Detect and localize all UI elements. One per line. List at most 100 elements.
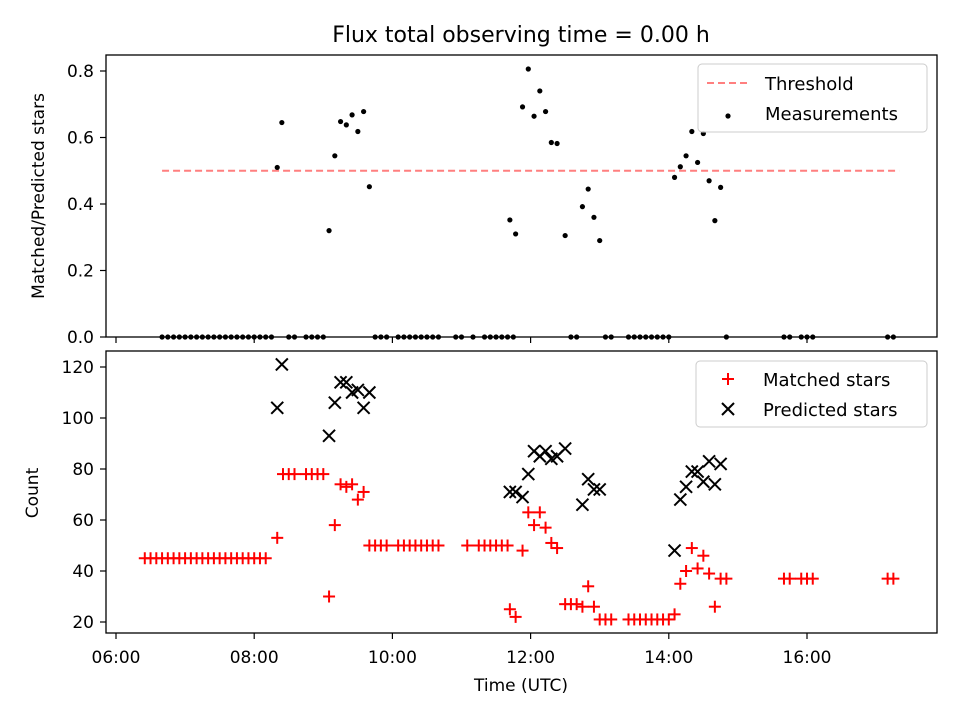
predicted-star-marker: [592, 482, 607, 497]
top-y-tick-label: 0.8: [67, 62, 94, 82]
matched-star-marker: [662, 613, 675, 626]
predicted-star-marker: [508, 485, 523, 499]
predicted-star-marker: [587, 482, 601, 497]
bottom-plot-area: [138, 357, 900, 626]
matched-star-marker: [703, 567, 716, 580]
matched-star-marker: [680, 565, 693, 577]
measurement-point: [683, 153, 689, 159]
predicted-star-marker: [322, 429, 336, 443]
matched-star-marker: [259, 552, 272, 565]
measurement-point: [525, 66, 531, 72]
measurement-point: [562, 232, 568, 239]
measurement-point: [554, 140, 560, 147]
measurement-point: [366, 184, 372, 190]
bottom-y-tick-label: 60: [72, 511, 94, 531]
predicted-star-marker: [558, 441, 572, 456]
top-legend: Threshold Measurements: [697, 63, 928, 133]
matched-star-marker: [720, 572, 733, 585]
bottom-y-tick-label: 40: [72, 562, 94, 582]
matched-star-marker: [334, 478, 347, 491]
matched-star-marker: [432, 539, 445, 552]
predicted-star-marker: [702, 454, 716, 469]
predicted-star-marker: [673, 492, 688, 507]
top-plot-area: [159, 66, 900, 340]
predicted-star-marker: [713, 457, 728, 471]
measurement-point: [718, 184, 724, 190]
matched-star-marker: [708, 600, 721, 613]
measurement-point: [694, 159, 701, 166]
x-axis-label: Time (UTC): [473, 676, 568, 696]
top-legend-box: [697, 63, 928, 133]
matched-star-marker: [539, 521, 552, 534]
top-y-tick-label: 0.2: [67, 262, 94, 282]
matched-star-marker: [340, 480, 353, 493]
predicted-star-marker: [356, 401, 371, 415]
matched-star-marker: [522, 506, 535, 519]
top-y-tick-label: 0.0: [67, 328, 94, 348]
matched-star-marker: [328, 519, 341, 532]
predicted-star-marker: [581, 472, 595, 486]
predicted-star-marker: [679, 480, 693, 494]
legend-measurements-label: Measurements: [765, 104, 898, 125]
matched-star-marker: [697, 549, 710, 562]
predicted-star-marker: [521, 467, 536, 481]
bottom-y-tick-label: 100: [62, 409, 94, 429]
matched-star-marker: [271, 531, 284, 544]
measurement-point: [579, 204, 586, 210]
bottom-y-tick-label: 80: [72, 460, 94, 480]
predicted-star-marker: [275, 357, 289, 372]
matched-star-marker: [783, 572, 796, 585]
predicted-star-marker: [362, 385, 377, 400]
measurement-point: [537, 88, 543, 94]
measurement-point: [531, 113, 537, 119]
measurement-point: [677, 164, 683, 170]
legend-threshold-label: Threshold: [764, 74, 854, 95]
matched-star-marker: [461, 539, 474, 552]
measurement-point: [519, 104, 526, 110]
bottom-y-axis-label: Count: [23, 467, 43, 518]
matched-star-marker: [691, 562, 704, 575]
bottom-y-tick-label: 120: [62, 358, 94, 378]
top-y-axis-label: Matched/Predicted stars: [29, 93, 49, 299]
matched-star-marker: [605, 613, 618, 626]
matched-legend-swatch: [722, 373, 734, 385]
matched-star-marker: [570, 598, 583, 611]
matched-star-marker: [317, 468, 330, 481]
matched-star-marker: [551, 542, 564, 555]
predicted-star-marker: [690, 464, 705, 479]
measurement-point: [513, 231, 519, 237]
matched-star-marker: [576, 600, 589, 613]
bottom-legend: Matched stars Predicted stars: [695, 360, 928, 428]
x-tick-label: 16:00: [783, 648, 832, 668]
legend-matched-label: Matched stars: [763, 370, 890, 391]
measurement-point: [349, 112, 355, 118]
predicted-star-marker: [333, 375, 348, 390]
measurement-point: [507, 217, 513, 223]
top-y-tick-label: 0.4: [67, 195, 94, 215]
matched-star-marker: [587, 600, 600, 613]
predicted-legend-swatch: [721, 402, 735, 416]
top-y-tick-label: 0.6: [67, 129, 94, 149]
predicted-star-marker: [515, 490, 530, 504]
measurements-legend-swatch: [725, 113, 731, 119]
matched-star-marker: [685, 542, 698, 555]
predicted-star-marker: [708, 477, 722, 492]
measurement-point: [279, 119, 285, 126]
bottom-plot-frame: [105, 350, 938, 634]
bottom-y-tick-label: 20: [72, 613, 94, 633]
x-axis: 06:00 08:00 10:00 12:00 14:00 16:00: [92, 337, 832, 668]
matched-star-marker: [806, 572, 819, 585]
measurement-point: [343, 122, 349, 128]
matched-star-marker: [528, 519, 541, 532]
matched-star-marker: [545, 536, 558, 549]
measurement-point: [361, 108, 367, 115]
matched-star-marker: [668, 608, 681, 621]
matched-star-marker: [516, 544, 529, 557]
predicted-star-marker: [696, 475, 711, 489]
predicted-star-marker: [270, 401, 284, 415]
measurement-point: [332, 153, 338, 159]
predicted-star-marker: [351, 383, 365, 397]
x-tick-label: 08:00: [230, 648, 279, 668]
